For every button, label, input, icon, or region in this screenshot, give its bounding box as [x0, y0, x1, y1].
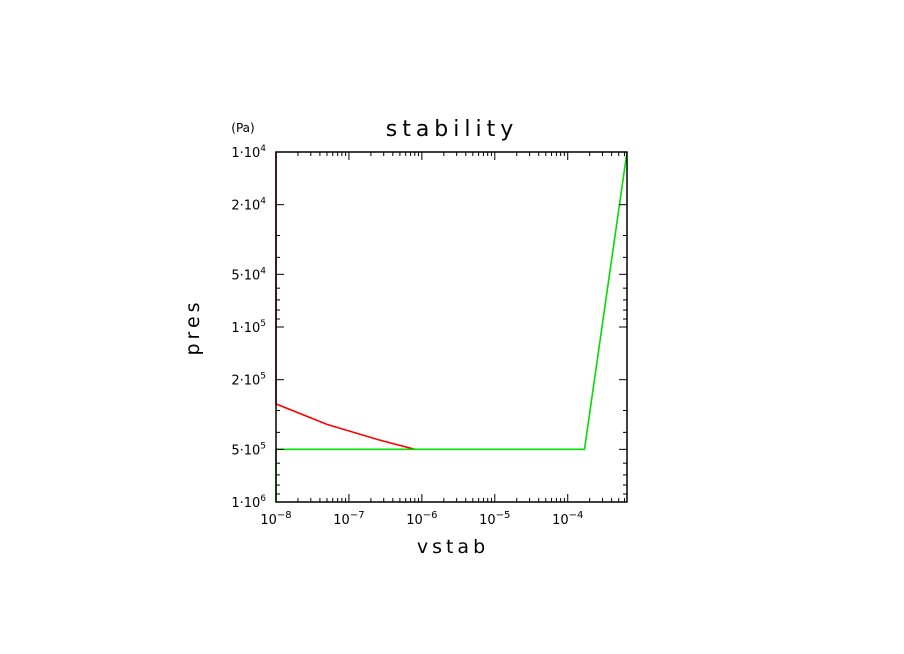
y-unit-label: (Pa) — [231, 121, 254, 135]
chart-title: stability — [386, 117, 519, 142]
x-tick-label: 10−7 — [333, 510, 364, 528]
x-tick-label: 10−6 — [406, 510, 437, 528]
tick-labels: 10−8 10−7 10−6 10−5 10−4 1·104 2·104 5·104 1·105… — [231, 144, 583, 528]
series-line-1 — [275, 152, 416, 451]
y-tick-label: 2·104 — [231, 197, 266, 214]
series-line-2 — [275, 151, 628, 502]
y-tick-label: 5·104 — [231, 266, 266, 283]
x-tick-label: 10−5 — [479, 510, 510, 528]
y-tick-label: 5·105 — [231, 441, 266, 458]
y-tick-label: 1·105 — [231, 319, 266, 336]
y-tick-label: 2·105 — [231, 372, 266, 389]
x-tick-label: 10−8 — [260, 510, 291, 528]
x-axis-label: vstab — [417, 536, 489, 558]
series-lines — [275, 151, 628, 502]
axis-ticks — [275, 151, 627, 503]
y-tick-label: 1·104 — [231, 144, 266, 161]
x-tick-label: 10−4 — [552, 510, 583, 528]
y-tick-label: 1·106 — [231, 494, 266, 511]
y-axis-label: pres — [182, 298, 204, 355]
